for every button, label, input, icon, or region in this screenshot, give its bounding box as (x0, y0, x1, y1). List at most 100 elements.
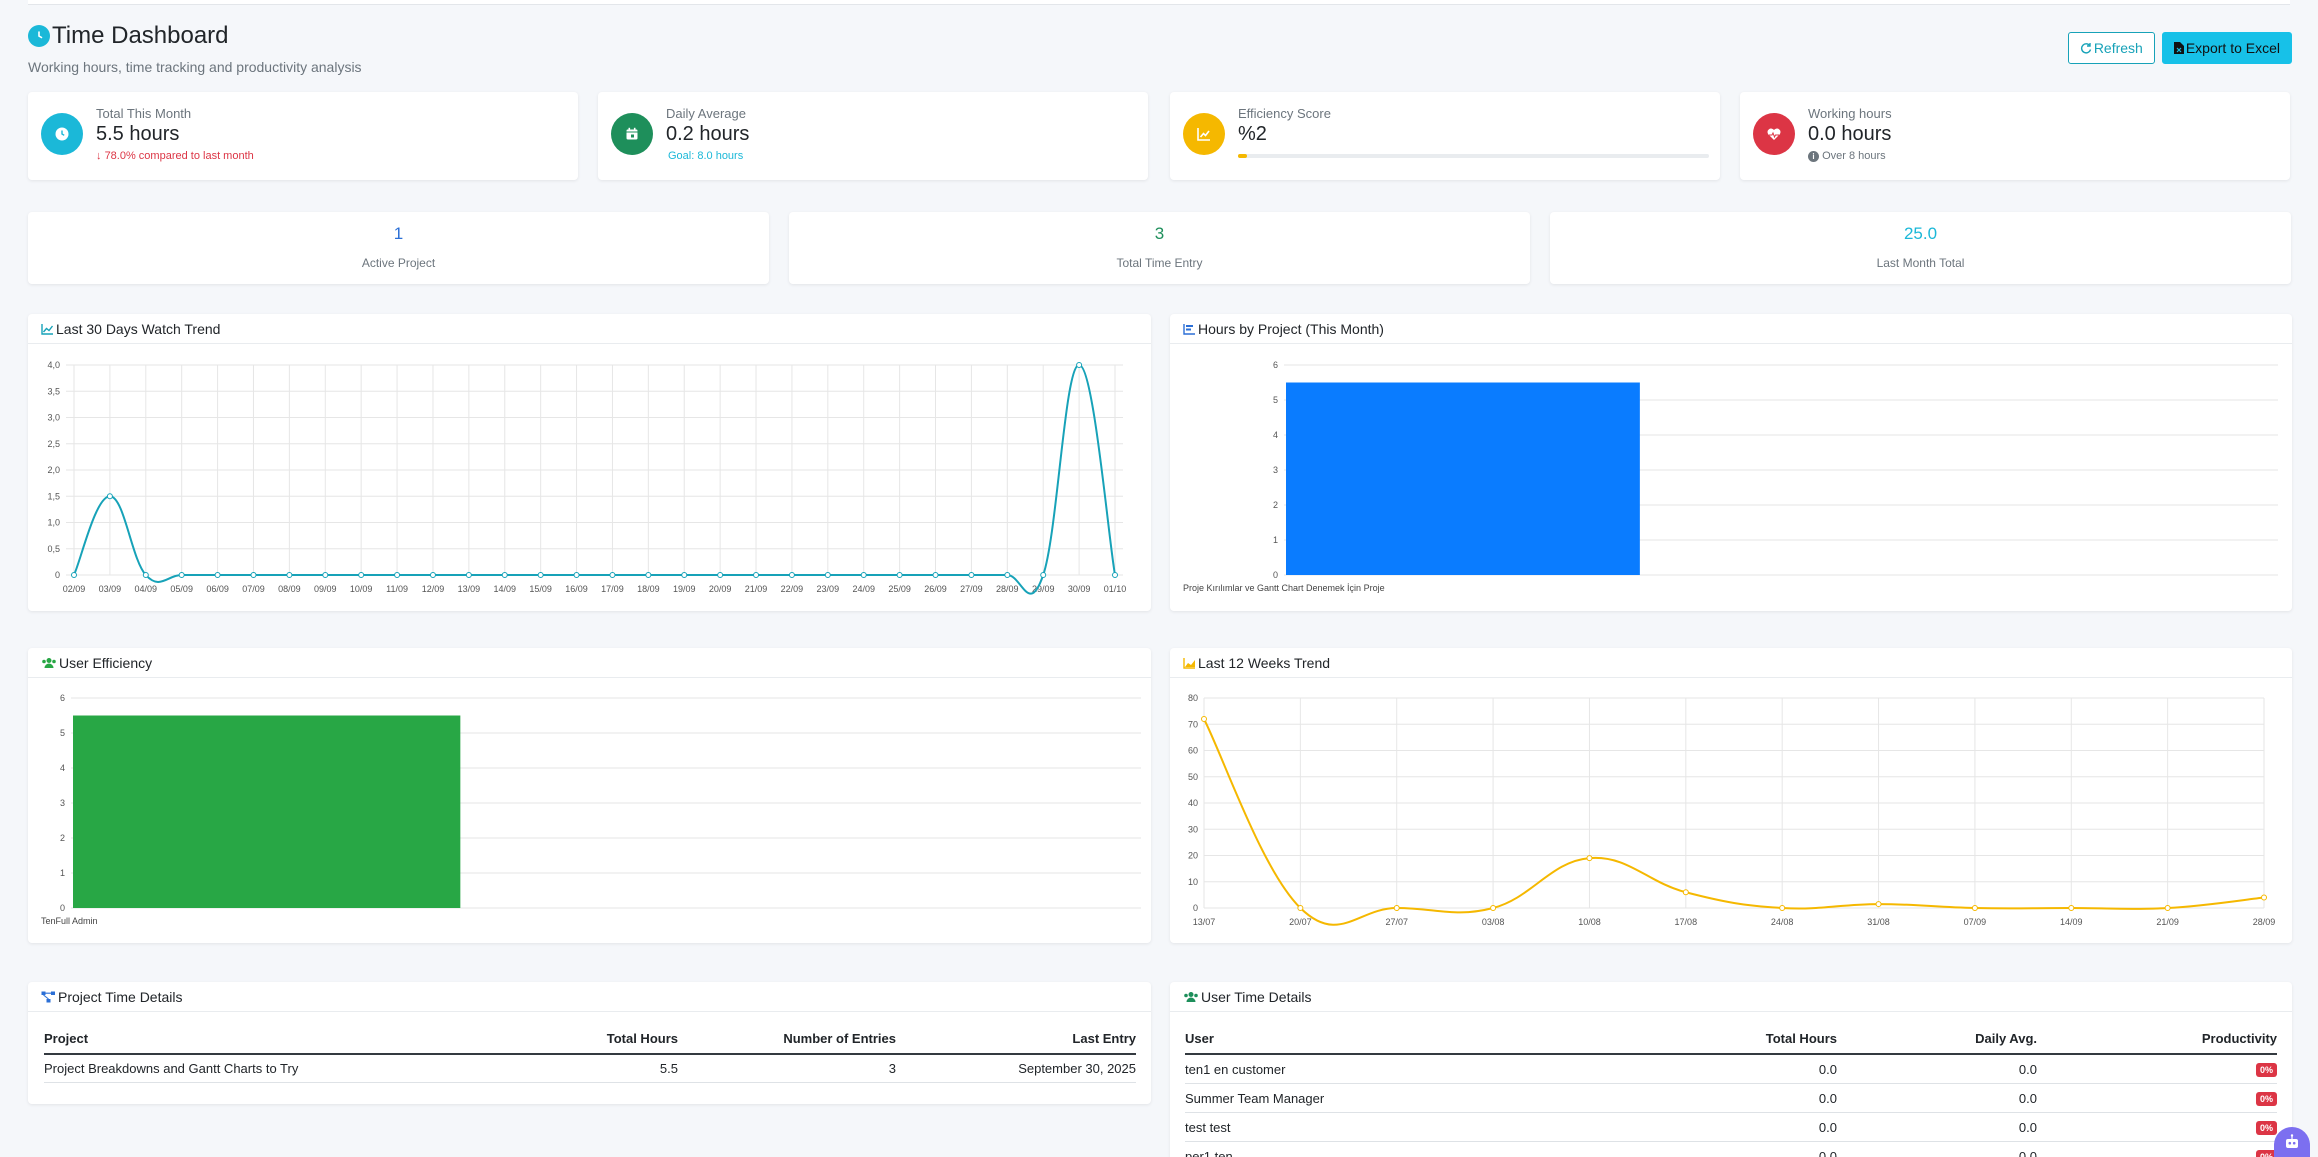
export-label: Export to Excel (2185, 40, 2280, 56)
stat-label: Efficiency Score (1238, 106, 1331, 121)
y-tick-label: 50 (1188, 772, 1198, 782)
heartbeat-icon (1753, 113, 1795, 155)
x-tick-label: 21/09 (745, 584, 768, 594)
data-point (609, 572, 616, 578)
refresh-label: Refresh (2093, 40, 2143, 56)
info-icon: i (1808, 151, 1819, 162)
data-point (1682, 889, 1689, 896)
table-cell: 0.0 (1837, 1141, 2037, 1157)
data-point (645, 572, 652, 578)
y-tick-label: 0 (60, 903, 65, 913)
project-table: Project Total Hours Number of Entries La… (44, 1024, 1136, 1083)
table-cell: 0% (2037, 1083, 2277, 1113)
hours-by-project-chart: 0 1 2 3 4 5 6 Proje Kırılımlar ve Gantt Chart D… (1183, 360, 2278, 593)
x-tick-label: 24/08 (1771, 917, 1794, 927)
efficiency-progress (1238, 154, 1709, 158)
col-header: User (1185, 1024, 1607, 1055)
table-cell: test test (1185, 1112, 1607, 1142)
card-user-time-details: User Time Details User Total Hours Daily… (1170, 982, 2292, 1157)
y-tick-label: 5 (60, 728, 65, 738)
y-tick-label: 60 (1188, 746, 1198, 756)
x-tick-label: 26/09 (924, 584, 947, 594)
stat-value: 0.0 hours (1808, 123, 1892, 145)
data-point (322, 572, 329, 578)
data-point (573, 572, 580, 578)
user-efficiency-chart: 0 1 2 3 4 5 6 TenFull Admin (41, 693, 1141, 926)
x-tick-label: 25/09 (888, 584, 911, 594)
export-excel-button[interactable]: Export to Excel (2161, 32, 2292, 64)
table-row[interactable]: Summer Team Manager 0.0 0.0 0% (1185, 1083, 2277, 1113)
x-tick-label: 29/09 (1032, 584, 1055, 594)
card-header: User Time Details (1170, 982, 2292, 1012)
bar (1286, 382, 1640, 575)
x-tick-label: 31/08 (1867, 917, 1890, 927)
table-row[interactable]: test test 0.0 0.0 0% (1185, 1112, 2277, 1142)
x-tick-label: Proje Kırılımlar ve Gantt Chart Denemek … (1183, 583, 1385, 593)
productivity-badge: 0% (2255, 1063, 2277, 1077)
card-header: Last 12 Weeks Trend (1170, 648, 2292, 678)
y-tick-label: 1 (1273, 535, 1278, 545)
x-tick-label: 27/09 (960, 584, 983, 594)
table-cell: September 30, 2025 (896, 1054, 1136, 1083)
y-tick-label: 80 (1188, 693, 1198, 703)
chart-line-icon (1183, 113, 1225, 155)
x-tick-label: 07/09 (1964, 917, 1987, 927)
table-row[interactable]: per1 ten 0.0 0.0 0% (1185, 1141, 2277, 1157)
data-point (465, 572, 472, 578)
refresh-button[interactable]: Refresh (2067, 32, 2155, 64)
table-header-row: User Total Hours Daily Avg. Productivity (1185, 1024, 2277, 1055)
card-title: Last 30 Days Watch Trend (56, 320, 221, 337)
stat-note: Goal: 8.0 hours (668, 150, 744, 162)
table-cell: 0.0 (1837, 1112, 2037, 1142)
mini-stat-value: 25.0 (1903, 224, 1938, 243)
productivity-badge: 0% (2255, 1150, 2277, 1157)
table-header-row: Project Total Hours Number of Entries La… (44, 1024, 1136, 1055)
y-tick-label: 3 (1273, 465, 1278, 475)
data-point (1779, 905, 1786, 911)
stat-label: Total This Month (96, 106, 192, 121)
file-excel-icon (2173, 42, 2184, 54)
x-tick-label: 20/07 (1289, 917, 1312, 927)
table-row[interactable]: Project Breakdowns and Gantt Charts to T… (44, 1054, 1136, 1083)
series-line (73, 363, 1116, 595)
data-point (394, 572, 401, 578)
stat-note-text: 78.0% compared to last month (104, 150, 254, 162)
calendar-icon (611, 113, 653, 155)
data-point (71, 572, 77, 578)
table-cell: 0.0 (1837, 1054, 2037, 1084)
y-tick-label: 10 (1188, 877, 1198, 887)
x-tick-label: 13/07 (1193, 917, 1216, 927)
user-table-wrap: User Total Hours Daily Avg. Productivity… (1170, 1012, 2292, 1157)
x-tick-label: 20/09 (709, 584, 732, 594)
data-point (896, 572, 903, 578)
card-title: Last 12 Weeks Trend (1198, 654, 1331, 671)
x-tick-label: 24/09 (852, 584, 875, 594)
chatbot-button[interactable] (2274, 1127, 2310, 1157)
x-tick-label: 28/09 (996, 584, 1019, 594)
x-tick-label: 03/09 (99, 584, 122, 594)
data-point (788, 572, 795, 578)
y-tick-label: 20 (1188, 851, 1198, 861)
mini-stat-label: Active Project (361, 256, 436, 270)
project-diagram-icon (41, 991, 55, 1002)
card-title: Project Time Details (58, 988, 183, 1005)
card-title: User Time Details (1201, 988, 1312, 1005)
data-point (824, 572, 831, 578)
page-subtitle: Working hours, time tracking and product… (28, 59, 362, 75)
table-cell: 5.5 (458, 1054, 678, 1083)
table-row[interactable]: ten1 en customer 0.0 0.0 0% (1185, 1054, 2277, 1084)
data-point (860, 572, 867, 578)
x-tick-label: 23/09 (817, 584, 840, 594)
table-cell: 3 (678, 1054, 896, 1083)
x-tick-label: 01/10 (1104, 584, 1127, 594)
data-point (717, 572, 724, 578)
bar (73, 715, 461, 908)
data-point (142, 572, 149, 578)
y-tick-label: 4,0 (47, 360, 60, 370)
data-point (250, 572, 257, 578)
x-tick-label: 12/09 (422, 584, 445, 594)
y-tick-label: 0,5 (47, 544, 60, 554)
y-tick-label: 4 (60, 763, 65, 773)
card-user-efficiency: User Efficiency 0 1 2 3 4 5 6 TenFull Admin (28, 648, 1151, 943)
y-tick-label: 6 (60, 693, 65, 703)
